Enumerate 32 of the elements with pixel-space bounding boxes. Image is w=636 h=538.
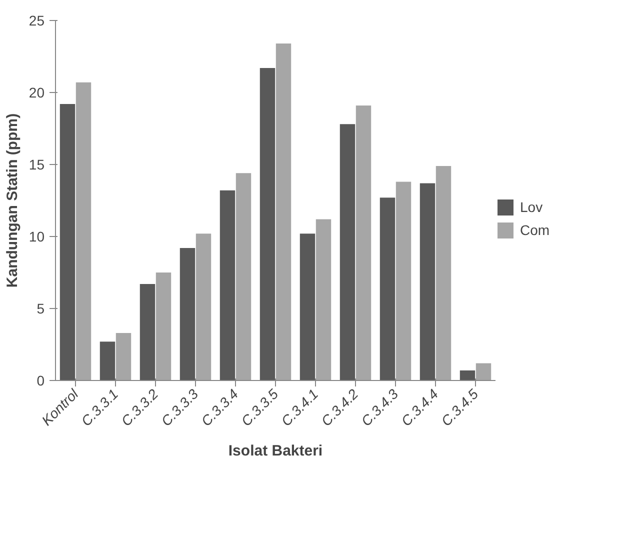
x-axis-title: Isolat Bakteri <box>228 442 323 460</box>
y-axis-title: Kandungan Statin (ppm) <box>4 113 21 288</box>
bar <box>236 173 252 380</box>
bar <box>100 342 116 380</box>
bar <box>76 82 92 380</box>
y-tick-label: 25 <box>28 12 45 28</box>
y-tick-label: 0 <box>36 372 45 388</box>
bar <box>140 284 156 380</box>
bar <box>460 370 476 380</box>
bar <box>340 124 356 380</box>
bar <box>300 234 316 380</box>
bar <box>380 198 396 380</box>
bar <box>156 272 172 380</box>
bar <box>220 190 236 380</box>
bar <box>60 104 76 380</box>
bar <box>316 219 332 380</box>
bar <box>476 363 492 380</box>
y-tick-label: 5 <box>36 300 45 316</box>
y-tick-label: 20 <box>28 84 45 100</box>
bar <box>436 166 452 380</box>
bar <box>260 68 276 380</box>
bar <box>276 44 292 380</box>
bar <box>356 105 372 380</box>
legend-label: Com <box>520 222 550 238</box>
bar <box>116 332 132 380</box>
y-tick-label: 15 <box>28 156 45 172</box>
legend-label: Lov <box>520 199 543 215</box>
bar <box>396 182 412 380</box>
bar <box>420 183 436 380</box>
bar <box>196 234 212 380</box>
bar <box>180 248 196 380</box>
y-tick-label: 10 <box>28 228 45 244</box>
